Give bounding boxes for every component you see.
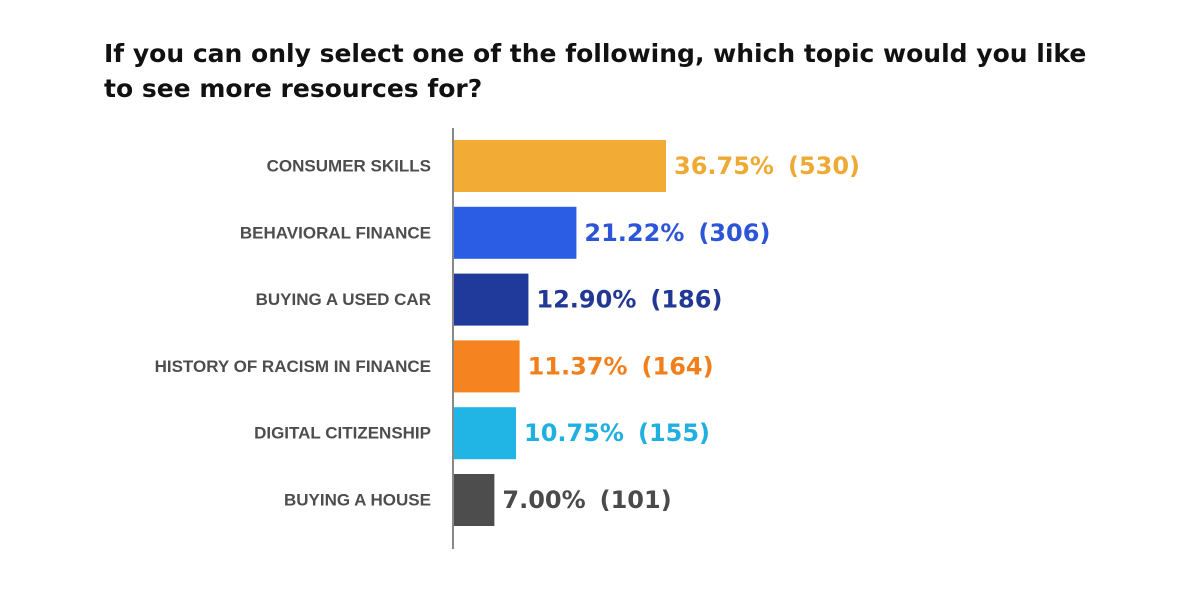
count-label: (101) — [600, 486, 672, 514]
bar-1 — [454, 206, 577, 259]
bar-4 — [454, 407, 517, 460]
count-label: (155) — [638, 419, 710, 447]
value-label: 12.90% (186) — [536, 286, 722, 314]
chart-title: If you can only select one of the follow… — [104, 39, 1087, 103]
category-label: DIGITAL CITIZENSHIP — [254, 424, 431, 443]
value-label: 7.00% (101) — [502, 486, 671, 514]
category-label: HISTORY OF RACISM IN FINANCE — [155, 357, 431, 376]
count-label: (306) — [698, 219, 770, 247]
value-label: 10.75% (155) — [524, 419, 710, 447]
percent-label: 7.00% — [502, 486, 585, 514]
category-label: BUYING A HOUSE — [284, 491, 431, 510]
percent-label: 11.37% — [528, 352, 628, 380]
category-label: BUYING A USED CAR — [256, 290, 431, 309]
bar-2 — [454, 273, 529, 326]
value-label: 36.75% (530) — [674, 152, 860, 180]
bar-3 — [454, 340, 520, 393]
labels-layer: CONSUMER SKILLS 36.75% (530) BEHAVIORAL FIN… — [155, 152, 860, 514]
bars-layer — [454, 140, 666, 526]
count-label: (186) — [650, 286, 722, 314]
bar-5 — [454, 474, 495, 526]
category-label: CONSUMER SKILLS — [267, 157, 431, 176]
value-label: 21.22% (306) — [584, 219, 770, 247]
category-label: BEHAVIORAL FINANCE — [240, 223, 431, 242]
bar-0 — [454, 140, 666, 192]
percent-label: 36.75% — [674, 152, 774, 180]
percent-label: 21.22% — [584, 219, 684, 247]
percent-label: 12.90% — [536, 286, 636, 314]
count-label: (164) — [642, 352, 714, 380]
count-label: (530) — [788, 152, 860, 180]
percent-label: 10.75% — [524, 419, 624, 447]
value-label: 11.37% (164) — [528, 352, 714, 380]
